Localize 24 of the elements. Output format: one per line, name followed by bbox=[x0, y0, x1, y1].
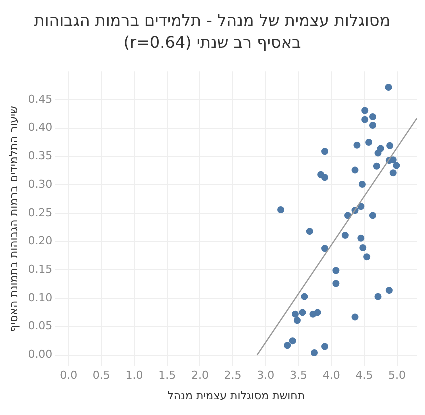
y-tick-label: 0.25 bbox=[28, 206, 53, 220]
x-tick-label: 4.0 bbox=[322, 369, 340, 382]
chart-title: מסוגלות עצמית של מנהל - תלמידים ברמות הגבוהות באסיף רב שנתי (r=0.64) bbox=[33, 10, 392, 54]
x-tick-label: 5.0 bbox=[388, 369, 406, 382]
x-tick-label: 0.0 bbox=[60, 369, 78, 382]
y-tick-label: 0.35 bbox=[28, 150, 53, 163]
x-tick-label: 2.0 bbox=[191, 369, 209, 382]
x-axis-title: תחושת מסוגלות עצמית מנהל bbox=[168, 389, 306, 402]
x-tick-label: 0.5 bbox=[92, 369, 110, 382]
y-axis-title: שיעור התלמידים ברמות הגבוהות בתמונת האסיף bbox=[7, 106, 20, 332]
y-tick-label: 0.00 bbox=[28, 348, 53, 362]
x-tick-label: 3.0 bbox=[257, 369, 275, 382]
x-tick-label: 4.5 bbox=[356, 369, 374, 382]
y-tick-label: 0.05 bbox=[28, 320, 53, 333]
y-tick-label: 0.10 bbox=[28, 291, 53, 304]
x-tick-label: 2.5 bbox=[224, 369, 242, 382]
y-tick-label: 0.15 bbox=[28, 263, 53, 276]
x-tick-label: 1.0 bbox=[126, 369, 144, 382]
y-tick-label: 0.40 bbox=[28, 121, 53, 134]
y-tick-label: 0.20 bbox=[28, 234, 53, 248]
y-tick-label: 0.45 bbox=[28, 92, 53, 106]
x-tick-label: 3.5 bbox=[290, 369, 308, 382]
x-tick-label: 1.5 bbox=[158, 369, 176, 382]
y-tick-label: 0.30 bbox=[28, 178, 53, 191]
